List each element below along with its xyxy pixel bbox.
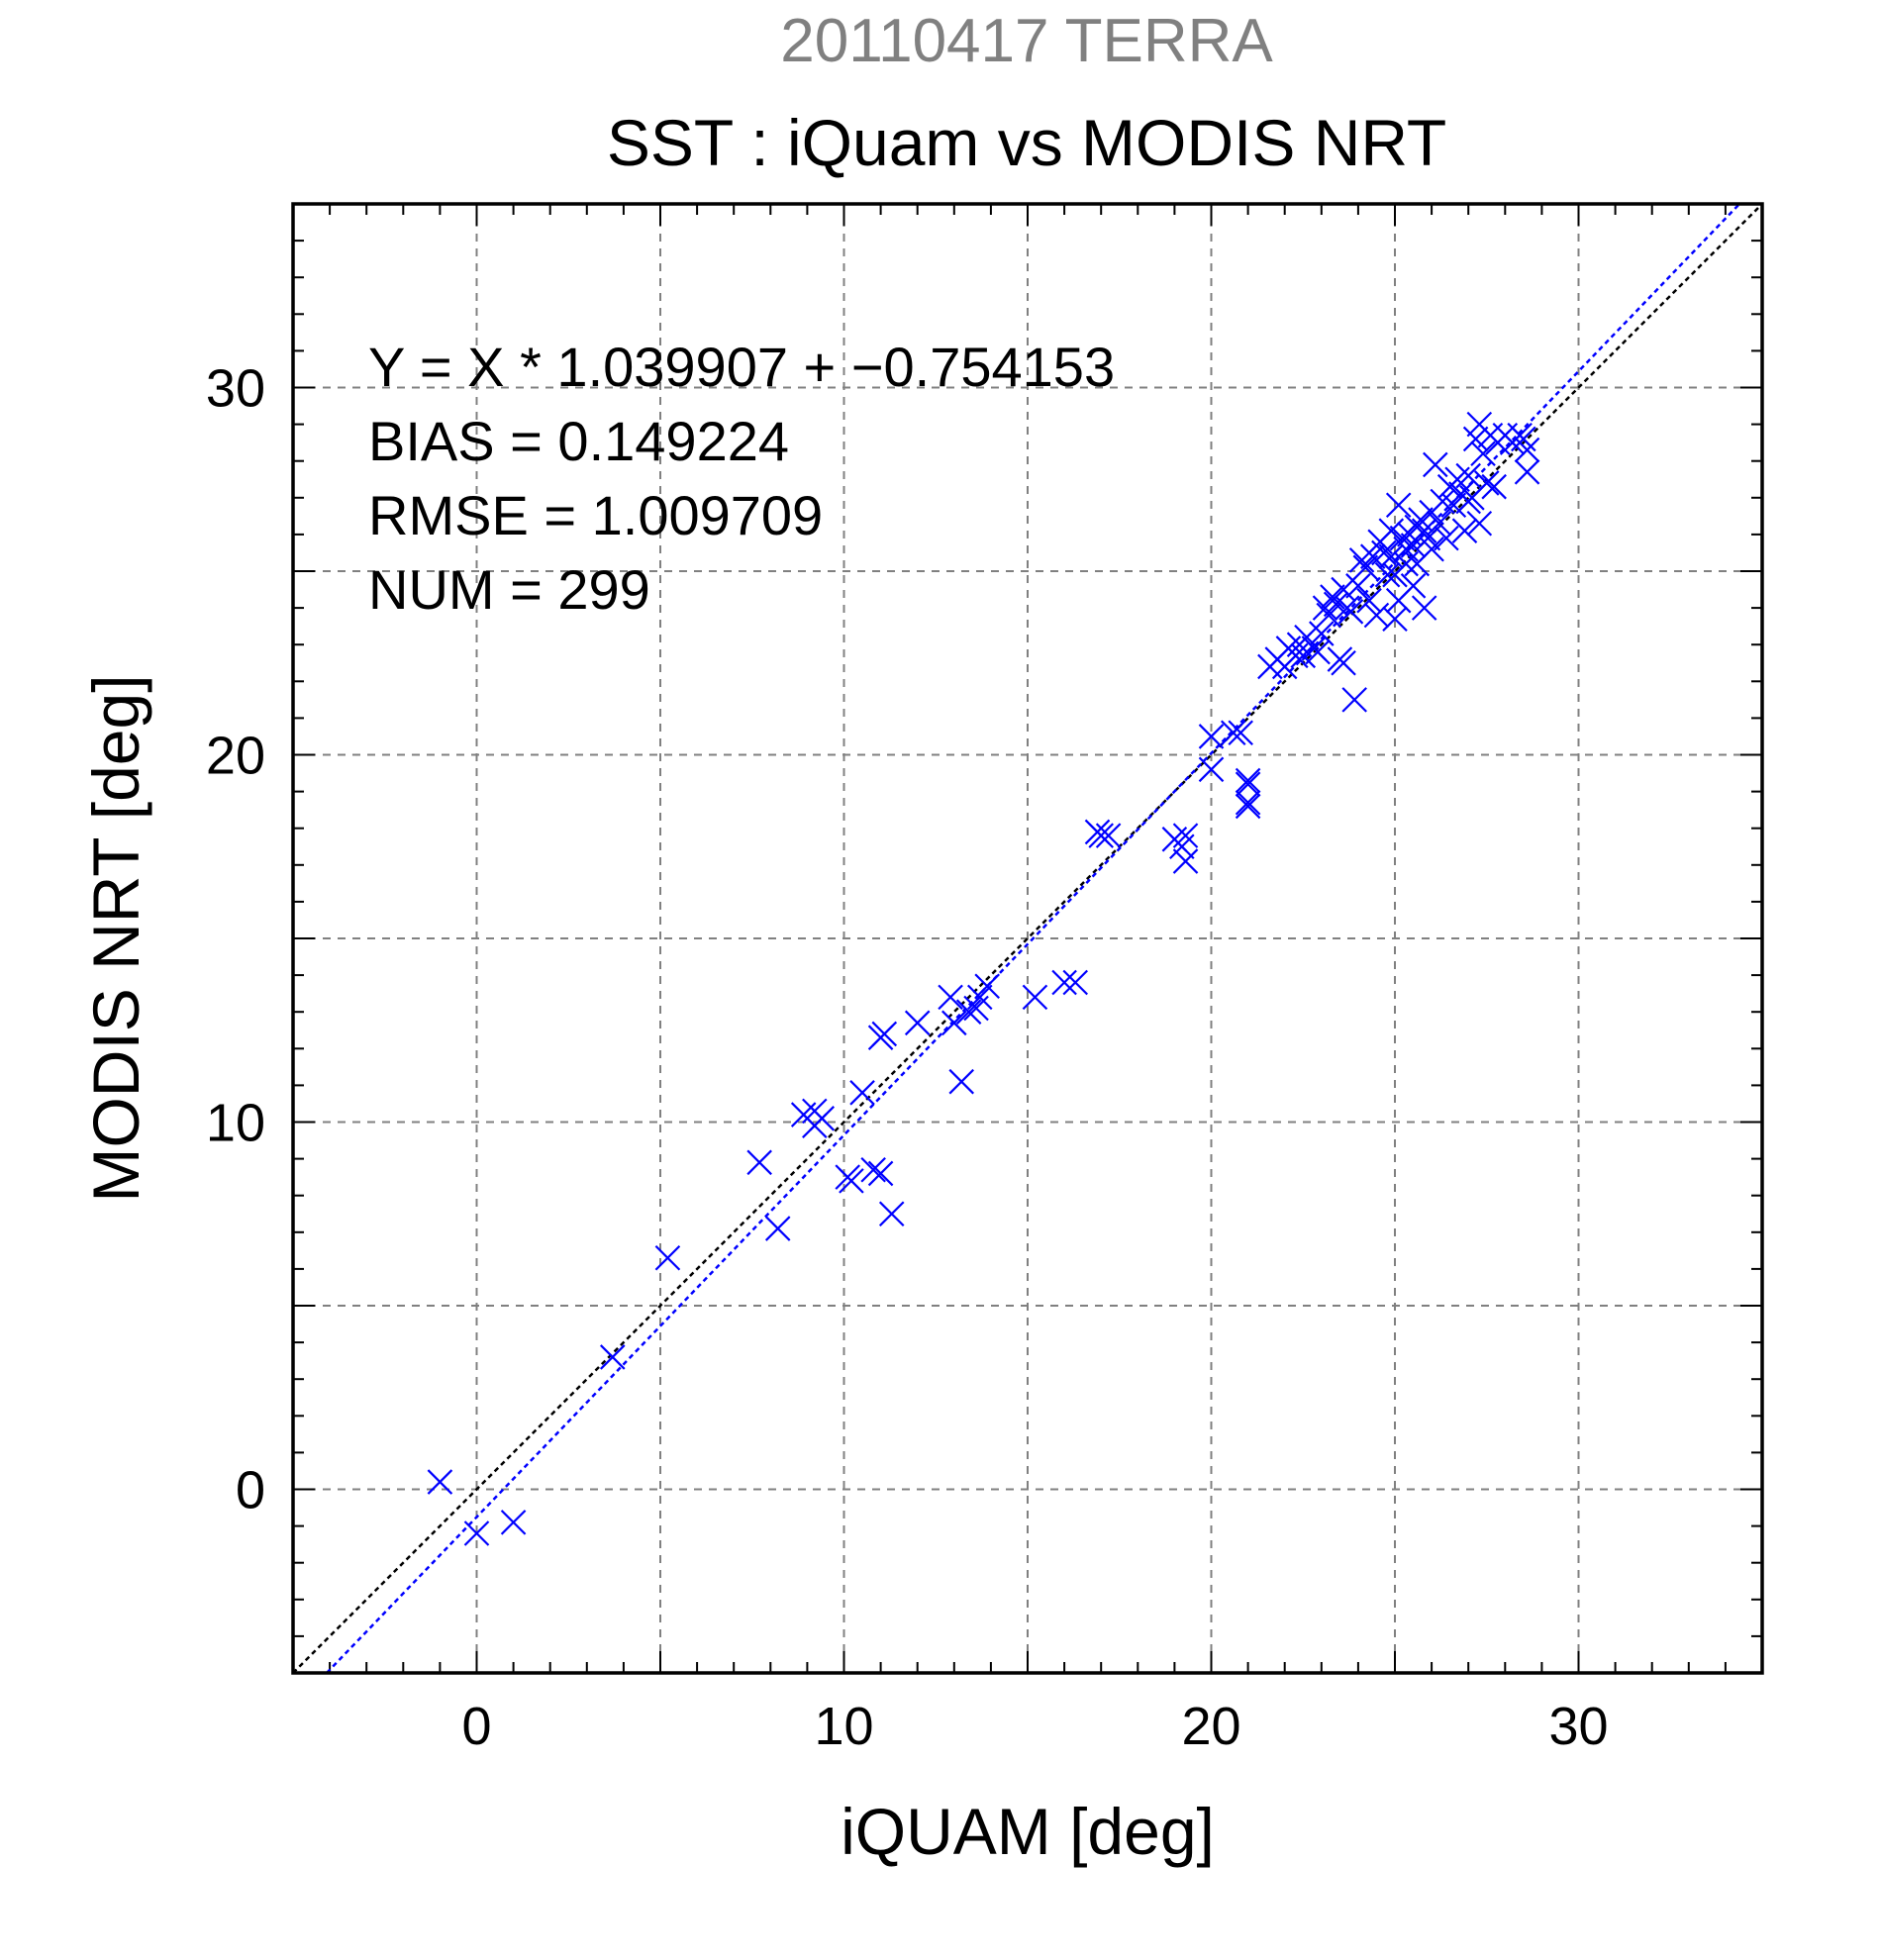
- x-tick-label: 0: [461, 1697, 491, 1756]
- grid-lines: [293, 204, 1762, 1673]
- data-point: [1062, 969, 1089, 996]
- data-point: [1451, 518, 1478, 543]
- data-point: [974, 973, 1000, 1000]
- data-point: [1316, 602, 1341, 629]
- data-point: [1423, 451, 1448, 478]
- y-tick-label: 10: [206, 1094, 265, 1153]
- data-point: [1352, 554, 1379, 581]
- tick-labels: 0 10 20 30 0 10 20 30: [206, 359, 1609, 1757]
- data-point: [1198, 724, 1225, 749]
- data-point: [1172, 823, 1199, 848]
- data-point: [1378, 518, 1405, 543]
- data-point: [1294, 625, 1320, 650]
- data-point: [1172, 848, 1199, 874]
- data-point: [938, 984, 963, 1011]
- data-point: [966, 984, 993, 1011]
- data-point: [1088, 823, 1114, 848]
- data-point: [1466, 510, 1493, 537]
- data-point: [654, 1244, 681, 1271]
- data-point: [1434, 525, 1459, 551]
- data-point: [746, 1149, 772, 1176]
- data-point: [1411, 518, 1437, 543]
- y-tick-label: 30: [206, 359, 265, 419]
- data-point: [1235, 789, 1261, 816]
- data-point: [1095, 823, 1122, 848]
- x-tick-label: 10: [814, 1697, 873, 1756]
- data-point: [1514, 459, 1540, 485]
- data-point: [1235, 771, 1261, 797]
- data-point: [941, 1010, 967, 1036]
- y-axis-label: MODIS NRT [deg]: [79, 674, 152, 1202]
- chart-supertitle: 20110417 TERRA: [780, 7, 1273, 75]
- data-point: [1462, 426, 1489, 452]
- data-point: [500, 1510, 527, 1535]
- data-point: [1419, 536, 1444, 562]
- data-point: [1345, 573, 1371, 599]
- data-point: [871, 1021, 898, 1047]
- data-point: [1440, 492, 1467, 518]
- data-point: [867, 1160, 894, 1187]
- data-point: [1455, 462, 1481, 489]
- data-point: [1356, 587, 1382, 614]
- data-point: [1051, 969, 1077, 996]
- data-point: [1481, 473, 1507, 500]
- y-tick-label: 20: [206, 727, 265, 786]
- data-point: [1473, 470, 1500, 496]
- data-point: [1341, 687, 1367, 713]
- data-point: [1385, 492, 1412, 518]
- stats-box: Y = X * 1.039907 + −0.754153 BIAS = 0.14…: [368, 336, 1115, 621]
- data-point: [764, 1216, 791, 1241]
- data-point: [1470, 441, 1496, 467]
- data-point: [904, 1010, 931, 1036]
- data-point: [1331, 649, 1356, 676]
- chart-title: SST : iQuam vs MODIS NRT: [607, 106, 1446, 179]
- x-tick-label: 20: [1181, 1697, 1240, 1756]
- data-points: [427, 411, 1540, 1546]
- x-axis-label: iQUAM [deg]: [841, 1795, 1215, 1868]
- stats-line-num: NUM = 299: [368, 558, 650, 621]
- data-point: [878, 1201, 905, 1227]
- data-point: [809, 1106, 836, 1131]
- data-point: [955, 999, 982, 1025]
- fit-line: [326, 203, 1740, 1674]
- data-point: [1220, 720, 1246, 746]
- data-point: [463, 1520, 490, 1546]
- data-point: [1337, 599, 1364, 625]
- data-point: [1235, 793, 1261, 820]
- stats-line-fit: Y = X * 1.039907 + −0.754153: [368, 336, 1115, 398]
- stats-line-rmse: RMSE = 1.009709: [368, 484, 823, 546]
- data-point: [427, 1469, 453, 1495]
- data-point: [839, 1168, 864, 1194]
- data-point: [599, 1344, 626, 1370]
- data-point: [1228, 720, 1253, 746]
- x-tick-label: 30: [1548, 1697, 1608, 1756]
- data-point: [860, 1156, 886, 1183]
- data-point: [948, 1068, 974, 1095]
- data-point: [1514, 437, 1540, 463]
- data-point: [849, 1080, 875, 1106]
- plot-frame: [291, 202, 1764, 1675]
- data-point: [1400, 573, 1427, 599]
- data-point: [1411, 595, 1437, 621]
- data-point: [1426, 510, 1452, 537]
- y-tick-label: 0: [236, 1461, 265, 1520]
- data-point: [1320, 584, 1345, 610]
- data-point: [1371, 539, 1397, 566]
- data-point: [1309, 621, 1335, 646]
- data-point: [1198, 756, 1225, 783]
- data-point: [1235, 767, 1261, 794]
- stats-line-bias: BIAS = 0.149224: [368, 410, 789, 472]
- data-point: [1022, 984, 1048, 1011]
